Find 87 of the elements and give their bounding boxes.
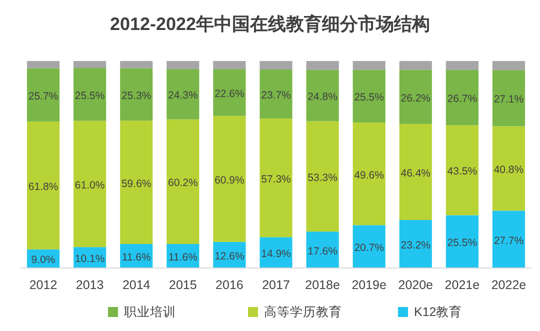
bar	[260, 237, 292, 268]
data-label: 23.2%	[400, 239, 431, 252]
data-label: 60.2%	[168, 177, 198, 190]
data-label: 60.9%	[214, 174, 244, 186]
bar	[492, 126, 526, 211]
bar	[120, 120, 153, 244]
bar	[352, 61, 386, 70]
data-label: 49.6%	[354, 169, 384, 182]
x-tick-label: 2022e	[491, 278, 526, 292]
bar	[213, 116, 246, 242]
bar	[306, 232, 339, 268]
data-label: 14.9%	[261, 248, 291, 260]
bar	[74, 68, 106, 121]
x-tick-label: 2012	[29, 278, 58, 292]
bar	[399, 220, 432, 268]
bar	[120, 68, 153, 121]
data-label: 25.7%	[28, 90, 58, 102]
data-label: 25.5%	[74, 90, 105, 102]
bar	[166, 61, 200, 70]
legend-label: K12教育	[414, 304, 462, 319]
data-label: 24.3%	[168, 90, 198, 102]
data-label: 17.6%	[308, 245, 338, 258]
data-label: 23.7%	[261, 90, 291, 102]
bar	[120, 61, 153, 68]
bar	[399, 70, 432, 124]
data-label: 46.4%	[400, 167, 431, 180]
bar	[260, 69, 292, 119]
bar	[166, 69, 200, 120]
data-label: 25.5%	[447, 237, 478, 250]
chart-title: 2012-2022年中国在线教育细分市场结构	[110, 13, 430, 34]
legend-label: 职业培训	[124, 305, 176, 319]
bar	[213, 61, 246, 70]
legend-label: 高等学历教育	[264, 304, 342, 319]
bar	[260, 61, 292, 70]
bar	[26, 61, 60, 68]
data-label: 26.2%	[400, 92, 431, 104]
bar	[352, 70, 386, 122]
bar	[446, 125, 478, 216]
x-tick-label: 2015	[169, 278, 197, 292]
x-tick-label: 2014	[122, 278, 150, 292]
data-label: 22.6%	[214, 88, 244, 100]
bar	[166, 119, 200, 244]
data-label: 27.1%	[494, 94, 524, 106]
data-label: 25.3%	[121, 90, 152, 102]
bar	[446, 61, 478, 70]
bar	[306, 61, 339, 70]
data-label: 9.0%	[31, 254, 56, 266]
bar	[260, 118, 292, 238]
bar	[399, 61, 432, 70]
bar	[492, 210, 526, 268]
data-label: 53.3%	[308, 172, 338, 184]
bar	[492, 61, 526, 70]
data-label: 24.8%	[308, 91, 338, 104]
bar	[352, 225, 386, 268]
x-tick-label: 2020e	[398, 278, 434, 292]
bar	[306, 121, 339, 232]
bar	[74, 61, 106, 68]
bar	[306, 70, 339, 122]
data-label: 12.6%	[214, 250, 244, 262]
x-tick-label: 2017	[262, 278, 290, 292]
data-label: 26.7%	[447, 93, 478, 106]
x-tick-label: 2018e	[305, 278, 340, 292]
x-tick-label: 2016	[216, 278, 244, 292]
bar	[446, 215, 478, 268]
x-tick-label: 2013	[76, 278, 104, 292]
bar	[446, 70, 478, 126]
data-label: 59.6%	[121, 178, 152, 190]
data-label: 61.8%	[28, 180, 58, 193]
bar	[74, 120, 106, 248]
data-label: 10.1%	[74, 253, 105, 266]
data-label: 61.0%	[74, 179, 105, 192]
data-label: 27.7%	[494, 234, 524, 247]
x-tick-label: 2019e	[352, 278, 387, 292]
bar	[399, 124, 432, 220]
data-label: 25.5%	[354, 92, 384, 104]
x-tick-label: 2021e	[444, 278, 480, 292]
data-label: 11.6%	[122, 251, 151, 264]
bar	[26, 68, 60, 122]
bar	[26, 121, 60, 250]
bar	[492, 70, 526, 126]
data-label: 57.3%	[261, 173, 291, 186]
data-label: 40.8%	[494, 164, 524, 176]
bar	[352, 122, 386, 226]
data-label: 43.5%	[447, 166, 478, 178]
data-label: 20.7%	[354, 242, 384, 254]
bar	[213, 69, 246, 116]
data-label: 11.6%	[168, 251, 198, 264]
